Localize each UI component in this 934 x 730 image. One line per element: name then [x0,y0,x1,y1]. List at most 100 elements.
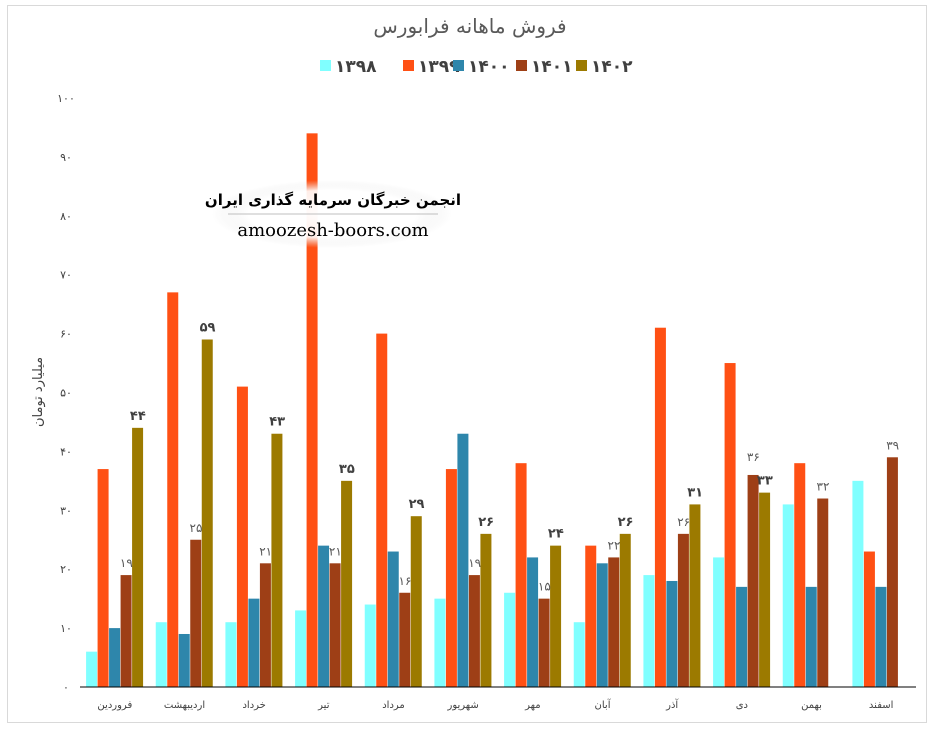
legend-swatch [403,60,414,71]
bar [724,363,736,687]
bar [86,651,98,687]
bar [318,545,330,687]
y-tick-label: ۲۰ [60,563,72,576]
bar [596,563,608,687]
data-label: ۲۴ [548,527,564,542]
bar [306,133,318,688]
watermark: انجمن خبرگان سرمایه گذاری ایران amoozesh… [205,180,461,248]
bar [480,533,492,687]
bar [747,474,759,687]
y-tick-label: ۷۰ [60,269,72,282]
legend-label: ۱۳۹۹ [418,57,460,77]
y-axis-ticks: ۰ ۱۰ ۲۰ ۳۰ ۴۰ ۵۰ ۶۰ ۷۰ ۸۰ ۹۰ ۱۰۰ [57,92,75,694]
bar [527,557,539,687]
x-tick-label: اسفند [869,700,893,711]
x-tick-label: آذر [665,698,679,711]
bar [608,557,620,687]
legend-label: ۱۴۰۱ [531,57,573,77]
legend-label: ۱۴۰۲ [591,57,633,77]
bar [677,533,689,687]
x-tick-label: بهمن [801,700,822,711]
bar [875,586,887,687]
bar [201,339,213,687]
data-label: ۳۳ [757,474,773,489]
data-label: ۲۹ [409,497,425,512]
bar [585,545,597,687]
y-tick-label: ۱۰۰ [57,92,75,105]
bar [817,498,829,687]
legend-swatch [320,60,331,71]
data-label: ۱۹ [120,556,133,570]
bar [97,469,109,687]
bar [259,563,271,687]
watermark-title: انجمن خبرگان سرمایه گذاری ایران [205,191,461,209]
bar [654,327,666,687]
data-label: ۱۶ [399,574,412,588]
bar [468,575,480,687]
bar [155,622,167,687]
bar [109,628,121,687]
bar [504,592,516,687]
x-tick-label: فروردین [97,700,132,711]
bar [445,469,457,687]
bar [643,575,655,687]
chart-frame [7,5,927,723]
data-label: ۳۱ [687,485,703,500]
y-tick-label: ۱۰ [60,622,72,635]
data-label: ۴۳ [269,415,285,430]
bar [120,575,132,687]
x-tick-label: شهریور [447,700,479,711]
bar [248,598,260,687]
bar [886,457,898,687]
x-tick-label: مرداد [382,700,405,711]
bar [190,539,202,687]
bar [236,386,248,687]
bar [782,504,794,687]
bar [666,580,678,687]
bar [295,610,307,687]
data-label: ۲۶ [618,515,634,530]
bar [515,463,527,687]
y-tick-label: ۶۰ [60,328,72,341]
data-label: ۳۲ [817,480,830,494]
data-label: ۳۵ [339,462,355,477]
bar [271,433,283,687]
bar [794,463,806,687]
data-labels: ۱۹ ۴۴ ۲۵ ۵۹ ۲۱ ۴۳ ۲۱ ۳۵ ۱۶ ۲۹ ۱۹ ۲۶ ۱۵ ۲۴ ۲۲ ۲۶ ۲۶ ۳۱ ۳۶ ۳۳… [120,320,899,593]
y-tick-label: ۴۰ [60,445,72,458]
bar [399,592,411,687]
x-tick-label: اردیبهشت [164,700,205,711]
data-label: ۲۵ [190,521,203,535]
bars [86,133,898,688]
y-tick-label: ۵۰ [60,387,72,400]
legend-label: ۱۴۰۰ [468,57,510,77]
bar [457,433,469,687]
x-tick-label: تیر [317,700,330,711]
bar [132,427,144,687]
x-axis-categories: فروردین اردیبهشت خرداد تیر مرداد شهریور مهر آبا… [97,698,893,711]
chart-title: فروش ماهانه فرابورس [373,14,566,38]
data-label: ۳۹ [886,438,899,452]
data-label: ۲۲ [608,538,621,552]
data-label: ۲۱ [259,544,272,558]
y-tick-label: ۰ [63,681,69,694]
data-label: ۴۴ [130,409,146,424]
x-tick-label: آبان [595,698,612,711]
legend: ۱۳۹۸ ۱۳۹۹ ۱۴۰۰ ۱۴۰۱ ۱۴۰۲ [320,57,633,77]
bar [852,480,864,687]
data-label: ۲۶ [478,515,494,530]
bar [863,551,875,687]
y-tick-label: ۹۰ [60,151,72,164]
bar [376,333,388,687]
legend-label: ۱۳۹۸ [335,57,377,77]
bar [410,516,422,687]
bar [619,533,631,687]
bar [759,492,771,687]
bar [573,622,585,687]
x-tick-label: دی [736,700,748,711]
data-label: ۲۱ [329,544,342,558]
legend-swatch [453,60,464,71]
bar [341,480,353,687]
y-tick-label: ۸۰ [60,210,72,223]
